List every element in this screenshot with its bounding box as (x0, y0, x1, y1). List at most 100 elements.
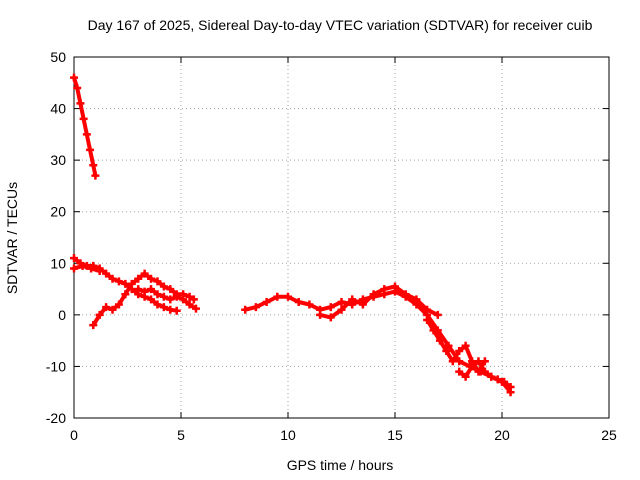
data-point (380, 285, 389, 294)
series-line-track-5 (136, 287, 198, 311)
data-point (262, 297, 271, 306)
data-point (444, 341, 453, 350)
x-tick-labels: 0 5 10 15 20 25 (70, 427, 617, 443)
data-point (412, 295, 421, 304)
data-point (435, 336, 444, 345)
data-point (337, 297, 346, 306)
data-point (273, 292, 282, 301)
data-point (114, 277, 123, 286)
y-tick-label: -20 (46, 410, 66, 426)
data-point (326, 313, 335, 322)
data-point (429, 326, 438, 335)
x-axis-label: GPS time / hours (287, 457, 394, 473)
data-point (369, 290, 378, 299)
data-point (147, 274, 156, 283)
data-point (73, 83, 82, 92)
x-tick-label: 0 (70, 427, 78, 443)
y-tick-labels: -20 -10 0 10 20 30 40 50 (46, 49, 66, 426)
data-point (82, 130, 91, 139)
data-point (159, 303, 168, 312)
data-point (493, 375, 502, 384)
data-point (191, 304, 200, 313)
data-point (391, 282, 399, 291)
data-point (147, 285, 156, 294)
data-point (305, 300, 314, 309)
data-point (140, 269, 149, 278)
data-point (78, 261, 87, 270)
data-point (91, 171, 100, 180)
data-point (506, 383, 515, 392)
data-point (159, 292, 168, 301)
data-point (89, 321, 98, 330)
y-axis-label: SDTVAR / TECUs (4, 182, 20, 294)
data-point (251, 303, 260, 312)
series-line-track-3 (72, 263, 102, 273)
data-point (461, 372, 470, 381)
data-point (179, 295, 188, 304)
y-tick-label: -10 (46, 358, 66, 374)
data-point (102, 303, 111, 312)
y-tick-label: 40 (50, 101, 66, 117)
data-point (442, 346, 451, 355)
data-point (114, 300, 123, 309)
data-point (134, 274, 143, 283)
data-point (461, 341, 470, 350)
data-point (468, 362, 477, 371)
chart-title: Day 167 of 2025, Sidereal Day-to-day VTE… (88, 17, 593, 33)
data-point (140, 287, 149, 296)
data-point (189, 295, 198, 304)
data-point (326, 303, 335, 312)
data-point (166, 285, 175, 294)
data-point (500, 377, 509, 386)
data-point (153, 290, 162, 299)
data-point (455, 367, 464, 376)
x-tick-label: 10 (280, 427, 296, 443)
data-point (172, 306, 181, 315)
data-point (337, 305, 346, 314)
data-point (89, 161, 98, 170)
data-point (185, 300, 194, 309)
data-point (172, 292, 181, 301)
data-point (95, 267, 104, 276)
data-point (153, 277, 162, 286)
y-tick-label: 30 (50, 152, 66, 168)
data-point (108, 274, 117, 283)
data-point (433, 310, 442, 319)
data-point (127, 279, 136, 288)
data-point (70, 264, 78, 273)
data-point (474, 357, 483, 366)
data-point (316, 310, 325, 319)
y-tick-label: 20 (50, 204, 66, 220)
x-tick-label: 20 (494, 427, 510, 443)
y-tick-label: 10 (50, 255, 66, 271)
grid (74, 57, 609, 418)
data-point (487, 372, 496, 381)
data-point (455, 346, 464, 355)
x-tick-label: 15 (387, 427, 403, 443)
data-point (284, 292, 292, 301)
data-point (87, 264, 96, 273)
data-point (423, 316, 432, 325)
data-point (448, 357, 457, 366)
data-point (241, 305, 250, 314)
data-point (70, 254, 78, 263)
data-point (348, 295, 357, 304)
data-point (79, 114, 88, 123)
data-point (134, 285, 143, 294)
data-point (70, 73, 78, 82)
y-tick-label: 50 (50, 49, 66, 65)
data-point (147, 295, 156, 304)
data-point (480, 367, 489, 376)
plot-frame (73, 56, 610, 419)
data-point (185, 292, 194, 301)
data-point (294, 297, 303, 306)
data-point (401, 290, 410, 299)
x-tick-label: 25 (601, 427, 617, 443)
series-group (70, 73, 515, 397)
data-point (423, 305, 432, 314)
data-point (166, 295, 175, 304)
data-point (121, 290, 130, 299)
data-point (358, 300, 367, 309)
tick-marks (73, 56, 610, 419)
